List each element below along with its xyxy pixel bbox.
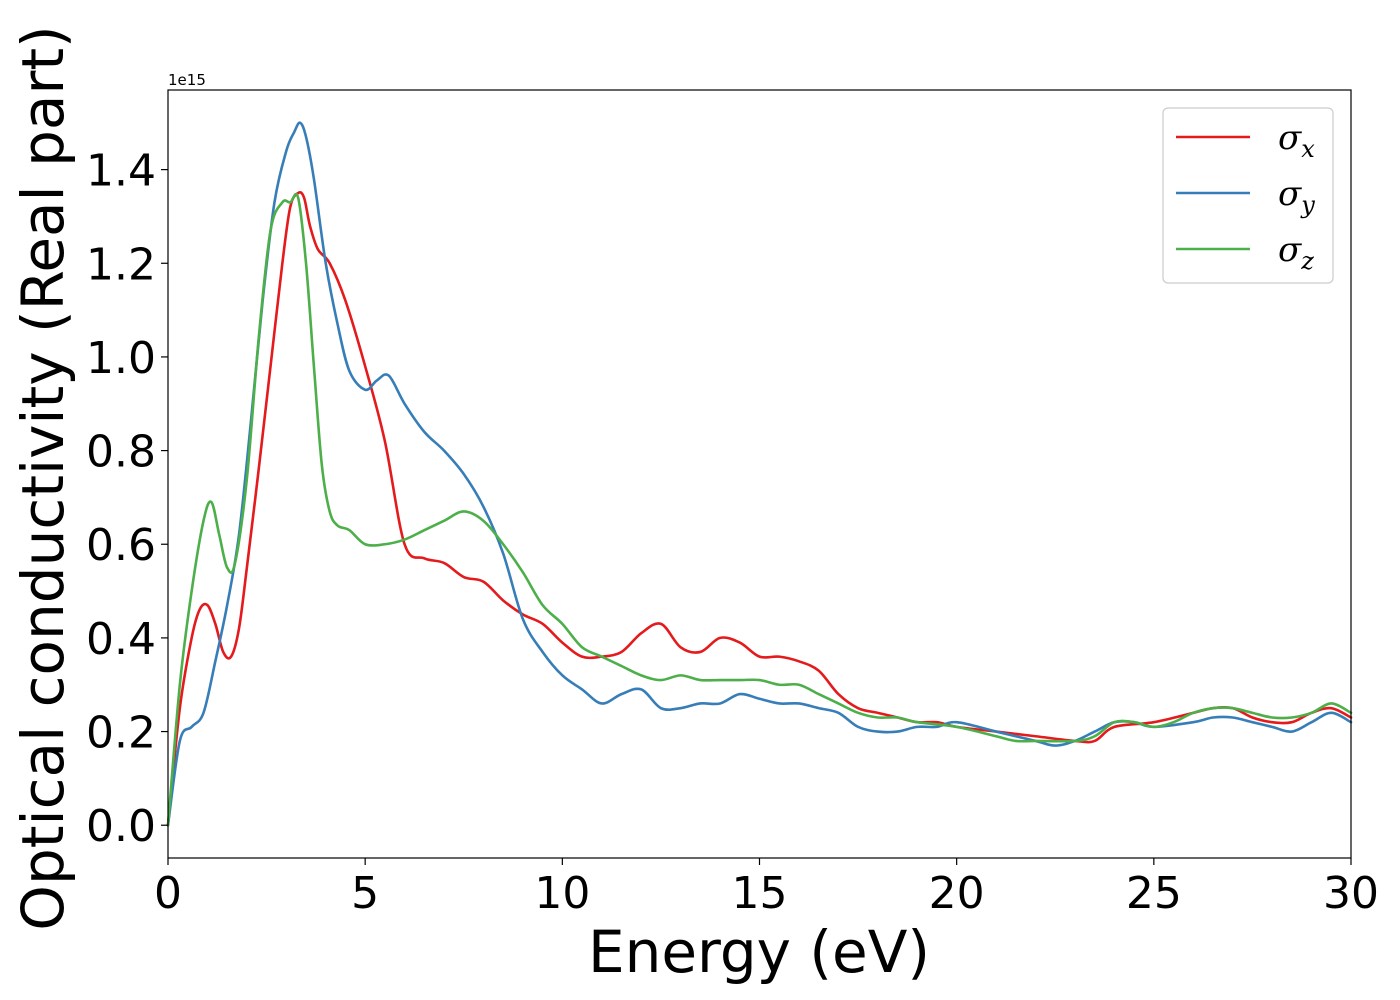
x-tick-label: 15 (732, 868, 788, 919)
y-tick-label: 1.0 (86, 333, 156, 384)
legend-label-y: σy (1278, 174, 1315, 219)
legend-label-base: σ (1278, 230, 1302, 270)
x-axis-label: Energy (eV) (588, 918, 930, 986)
series-line-x (166, 191, 1353, 827)
legend-label-subscript: z (1300, 247, 1314, 275)
legend-label-subscript: x (1301, 135, 1315, 163)
x-tick-label: 20 (929, 868, 985, 919)
series-layer (166, 121, 1353, 827)
y-tick-label: 0.6 (86, 520, 156, 571)
legend-box (1162, 107, 1334, 284)
y-tick-label: 1.4 (86, 146, 156, 197)
legend-label-z: σz (1278, 230, 1314, 275)
x-tick-label: 10 (534, 868, 590, 919)
series-line-z (166, 192, 1353, 827)
y-tick-label: 1.2 (86, 239, 156, 290)
legend-label-base: σ (1278, 118, 1302, 158)
y-offset-label: 1e15 (168, 71, 206, 89)
legend-label-subscript: y (1300, 191, 1315, 219)
x-axis-ticks: 0 5 10 15 20 25 30 (154, 858, 1379, 919)
y-axis-ticks: 0.0 0.2 0.4 0.6 0.8 1.0 1.2 1.4 (86, 146, 168, 852)
legend-label-base: σ (1278, 174, 1302, 214)
plot-area (168, 90, 1351, 858)
y-tick-label: 0.4 (86, 614, 156, 665)
x-tick-label: 30 (1323, 868, 1379, 919)
x-tick-label: 0 (154, 868, 182, 919)
y-tick-label: 0.8 (86, 427, 156, 478)
y-tick-label: 0.0 (86, 801, 156, 852)
legend-label-x: σx (1278, 118, 1315, 163)
x-tick-label: 25 (1126, 868, 1182, 919)
y-axis-label: Optical conductivity (Real part) (9, 25, 77, 930)
y-tick-label: 0.2 (86, 708, 156, 759)
x-tick-label: 5 (351, 868, 379, 919)
